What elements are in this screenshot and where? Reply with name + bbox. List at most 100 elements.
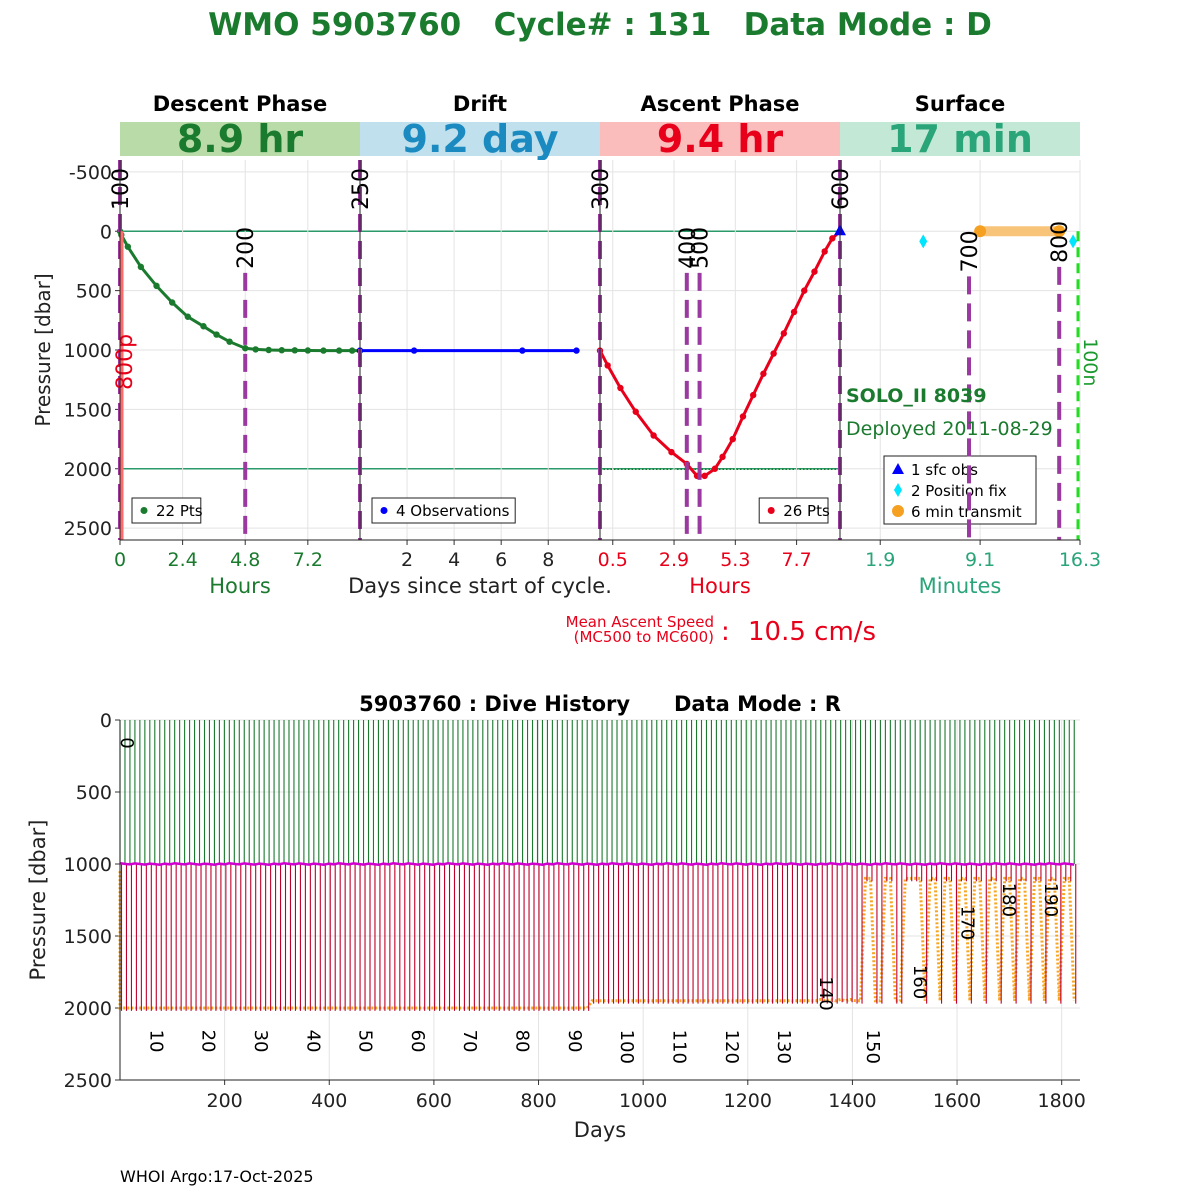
b-x-tick-label-5: 1200 xyxy=(724,1090,772,1112)
x-tick-label-1-1: 4 xyxy=(448,549,460,571)
data-point-descent-15 xyxy=(304,347,312,354)
cycle-label-5: 50 xyxy=(355,1030,376,1053)
cycle-label-16: 160 xyxy=(909,965,930,999)
data-point-descent-4 xyxy=(153,282,160,290)
surface-annotation: 100n xyxy=(1079,338,1101,386)
legend-label-drift: 4 Observations xyxy=(396,502,510,520)
data-point-descent-9 xyxy=(226,338,233,345)
cycle-label-7: 70 xyxy=(459,1030,480,1053)
footer-credit: WHOI Argo:17-Oct-2025 xyxy=(120,1167,314,1186)
b-x-tick-label-4: 1000 xyxy=(619,1090,667,1112)
phase-duration-0: 8.9 hr xyxy=(177,117,304,161)
x-tick-label-1-0: 2 xyxy=(401,549,413,571)
mission-code-label-descent-1: 200 xyxy=(234,227,259,269)
dive-history-chart: 5903760 : Dive History Data Mode : R 0 500… xyxy=(26,692,1086,1142)
cycle-label-6: 60 xyxy=(407,1030,428,1053)
data-point-ascent-16 xyxy=(780,330,788,337)
data-point-ascent-8 xyxy=(701,472,708,480)
data-point-ascent-9 xyxy=(711,465,719,472)
data-point-descent-5 xyxy=(168,299,176,306)
b-x-tick-label-1: 400 xyxy=(311,1090,347,1112)
b-y-tick-label-1: 500 xyxy=(76,782,112,804)
b-y-tick-label-0: 0 xyxy=(100,710,112,732)
dive-traces xyxy=(119,720,1077,1011)
transmit-start-marker xyxy=(974,225,987,238)
b-x-tick-label-3: 800 xyxy=(520,1090,556,1112)
x-tick-label-3-2: 16.3 xyxy=(1059,549,1101,571)
cycle-label-14: 140 xyxy=(815,976,836,1010)
data-point-descent-13 xyxy=(278,347,285,354)
y-axis-label: Pressure [dbar] xyxy=(31,273,55,426)
mission-code-label-ascent-1: 400 xyxy=(676,227,701,269)
data-point-descent-3 xyxy=(137,263,145,271)
cycle-label-9: 90 xyxy=(564,1030,585,1053)
legend-label-2: 6 min transmit xyxy=(911,503,1022,521)
phase-name-0: Descent Phase xyxy=(153,92,327,116)
descent-annotation: 800p xyxy=(113,334,138,390)
legend-symbol-descent xyxy=(140,507,148,514)
phase-name-1: Drift xyxy=(453,92,507,116)
ascent-speed-colon: : xyxy=(721,617,730,647)
data-point-ascent-13 xyxy=(749,391,757,399)
phase-band-3 xyxy=(840,122,1080,156)
legend-symbol-sfc-obs xyxy=(892,463,904,474)
data-point-ascent-17 xyxy=(790,308,798,316)
b-y-axis-label: Pressure [dbar] xyxy=(26,820,50,981)
figure-title: WMO 5903760 Cycle# : 131 Data Mode : D xyxy=(208,7,992,43)
legend-label-1: 2 Position fix xyxy=(911,482,1007,500)
drift-series xyxy=(119,862,1075,866)
cycle-label-18: 180 xyxy=(998,883,1019,917)
data-point-ascent-12 xyxy=(739,413,747,420)
cycle-label-13: 130 xyxy=(773,1030,794,1064)
transmit-end-marker xyxy=(1053,225,1066,238)
float-deployed: Deployed 2011-08-29 xyxy=(846,418,1053,440)
data-point-descent-14 xyxy=(291,347,298,354)
x-tick-label-0-0: 0 xyxy=(114,549,126,571)
ascent-speed-label-2: (MC500 to MC600) xyxy=(574,628,714,646)
ascent-speed-value: 10.5 cm/s xyxy=(748,617,876,647)
b-y-tick-label-4: 2000 xyxy=(64,998,112,1020)
bottom-title: 5903760 : Dive History Data Mode : R xyxy=(359,692,841,716)
x-tick-label-0-3: 7.2 xyxy=(293,549,323,571)
cycle-label-3: 30 xyxy=(250,1030,271,1053)
mission-code-label-ascent-3: 600 xyxy=(829,168,854,210)
mission-code-label-surface-1: 800 xyxy=(1048,221,1073,263)
data-point-ascent-1 xyxy=(604,362,611,369)
x-axis-label-2: Hours xyxy=(689,574,751,598)
cycle-label-19: 190 xyxy=(1040,883,1061,917)
data-point-descent-10 xyxy=(242,345,249,352)
x-tick-label-0-1: 2.4 xyxy=(167,549,197,571)
mission-code-label-ascent-2: 500 xyxy=(689,227,714,269)
x-tick-label-3-0: 1.9 xyxy=(865,549,895,571)
phase-duration-2: 9.4 hr xyxy=(657,117,784,161)
legend-symbol-ascent xyxy=(767,507,775,514)
data-point-drift-2 xyxy=(519,347,526,354)
data-point-ascent-11 xyxy=(729,435,736,443)
data-point-ascent-3 xyxy=(632,408,639,415)
ascent-speed: Mean Ascent Speed (MC500 to MC600) : 10.… xyxy=(566,613,876,647)
cycle-label-11: 110 xyxy=(669,1030,690,1064)
b-y-tick-label-3: 1500 xyxy=(64,926,112,948)
legend-symbol-drift xyxy=(380,507,388,514)
phase-duration-3: 17 min xyxy=(887,117,1033,161)
b-x-axis-label: Days xyxy=(574,1118,626,1142)
cycle-label-1: 10 xyxy=(145,1030,166,1053)
legend-box-drift xyxy=(371,497,516,524)
cycle-label-4: 40 xyxy=(302,1030,323,1053)
x-tick-label-1-3: 8 xyxy=(542,549,554,571)
x-tick-label-0-2: 4.8 xyxy=(230,549,260,571)
x-tick-label-2-3: 7.7 xyxy=(781,549,811,571)
data-point-descent-12 xyxy=(265,346,272,354)
legend-symbol-position-fix xyxy=(894,483,902,497)
position-fix-marker-1 xyxy=(1069,234,1078,249)
data-point-ascent-20 xyxy=(821,248,828,255)
b-x-tick-label-2: 600 xyxy=(416,1090,452,1112)
cycle-label-2: 20 xyxy=(198,1030,219,1053)
y-tick-label-3: 1000 xyxy=(64,340,112,362)
data-point-ascent-2 xyxy=(617,384,624,392)
phase-band-1 xyxy=(360,122,600,156)
y-tick-label-1: 0 xyxy=(100,221,112,243)
